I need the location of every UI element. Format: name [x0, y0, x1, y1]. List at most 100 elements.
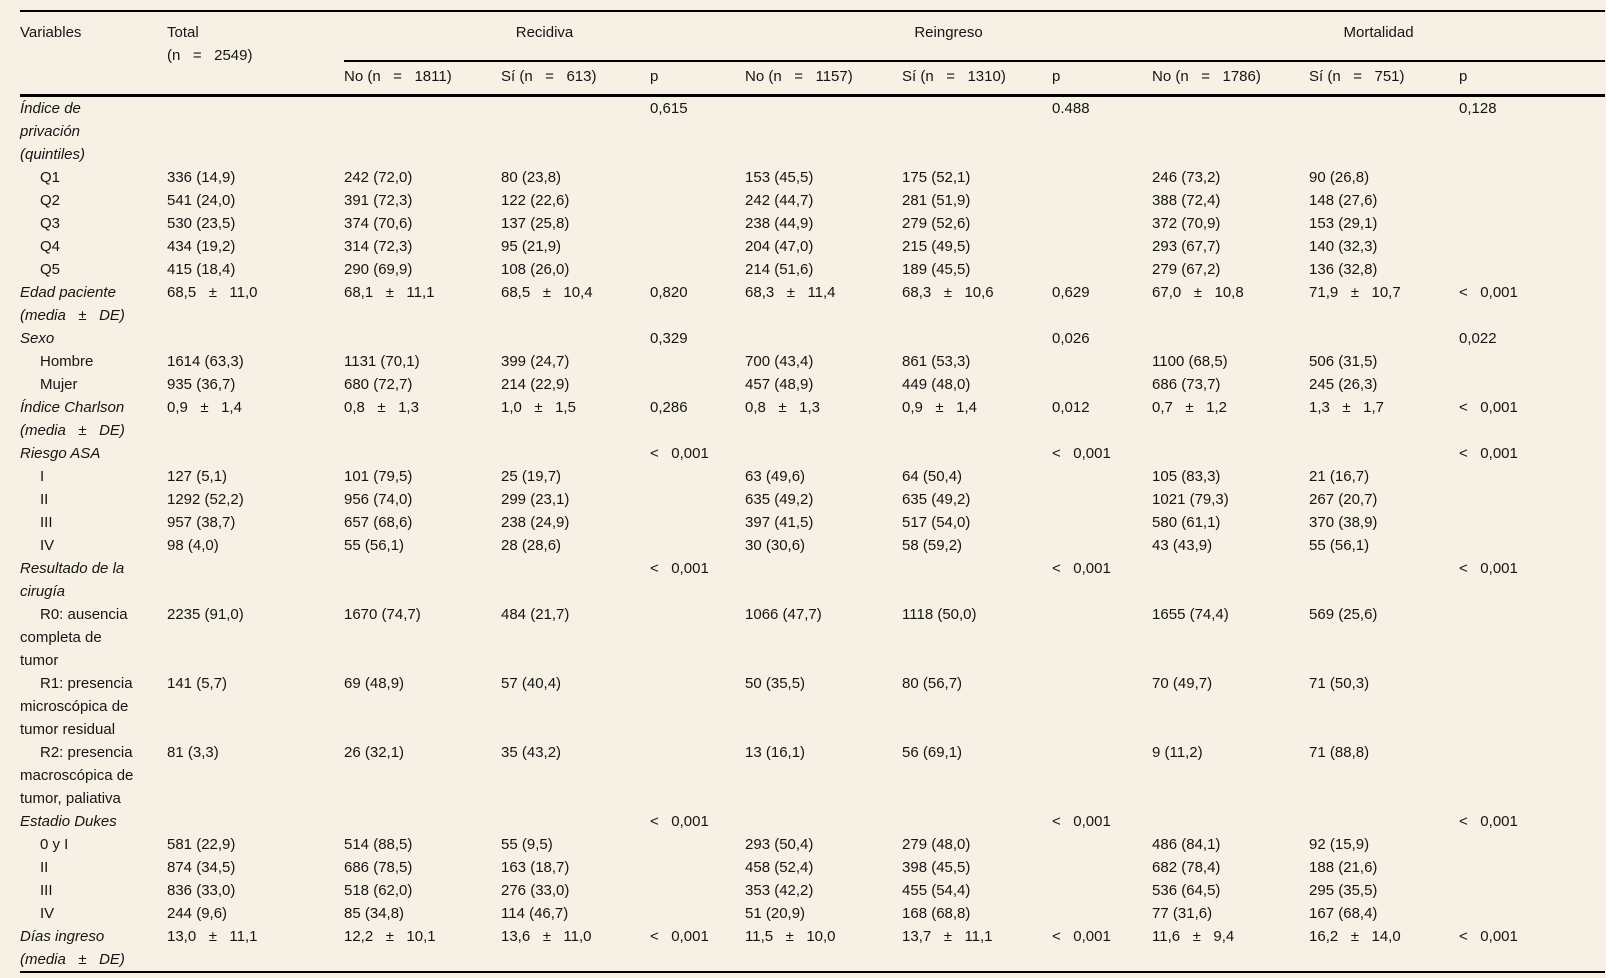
table-row: III 957 (38,7) 657 (68,6) 238 (24,9) 397 (41… [20, 511, 1605, 534]
table-row: Q5 415 (18,4) 290 (69,9) 108 (26,0) 214 (51,… [20, 258, 1605, 281]
table-row: Riesgo ASA < 0,001 < 0,001 < 0,001 [20, 442, 1605, 465]
cell: 140 (32,3) [1309, 238, 1378, 255]
cell: 30 (30,6) [745, 537, 806, 554]
cell [1052, 534, 1152, 557]
cell: 0,026 [1052, 330, 1090, 347]
cell [650, 488, 745, 511]
cell: 137 (25,8) [501, 215, 570, 232]
group-header-mortalidad: Mortalidad [1152, 11, 1606, 62]
cell [1459, 373, 1605, 396]
cell: 21 (16,7) [1309, 468, 1370, 485]
cell: 372 (70,9) [1152, 215, 1221, 232]
cell: 63 (49,6) [745, 468, 806, 485]
row-label: R2: presencia macroscópica de tumor, pal… [20, 744, 134, 807]
row-label: Riesgo ASA [20, 445, 101, 462]
cell: 77 (31,6) [1152, 905, 1213, 922]
cell: 168 (68,8) [902, 905, 971, 922]
cell: 581 (22,9) [167, 836, 236, 853]
cell: 85 (34,8) [344, 905, 405, 922]
row-label: IV [40, 905, 55, 922]
cell: 293 (67,7) [1152, 238, 1221, 255]
cell: 541 (24,0) [167, 192, 236, 209]
cell: 457 (48,9) [745, 376, 814, 393]
cell: 153 (29,1) [1309, 215, 1378, 232]
table-row: III 836 (33,0) 518 (62,0) 276 (33,0) 353 (42… [20, 879, 1605, 902]
cell: 71 (88,8) [1309, 744, 1370, 761]
cell: 114 (46,7) [501, 905, 569, 922]
cell [344, 327, 501, 350]
cell [650, 511, 745, 534]
cell: 536 (64,5) [1152, 882, 1221, 899]
cell [1459, 166, 1605, 189]
cell: 686 (73,7) [1152, 376, 1221, 393]
cell: 71 (50,3) [1309, 675, 1370, 692]
cell [1052, 373, 1152, 396]
row-label: R0: ausencia completa de tumor [20, 606, 128, 669]
table-row: II 1292 (52,2) 956 (74,0) 299 (23,1) 635 (49… [20, 488, 1605, 511]
recidiva-no-header: No (n = 1811) [344, 61, 501, 97]
cell [1052, 741, 1152, 810]
cell: 935 (36,7) [167, 376, 236, 393]
cell: 136 (32,8) [1309, 261, 1378, 278]
cell [650, 741, 745, 810]
cell: 370 (38,9) [1309, 514, 1378, 531]
cell [1459, 603, 1605, 672]
cell: 0,820 [650, 284, 688, 301]
cell: 279 (67,2) [1152, 261, 1221, 278]
cell [650, 534, 745, 557]
group-header-recidiva: Recidiva [344, 11, 746, 62]
cell: 215 (49,5) [902, 238, 971, 255]
cell [902, 442, 1052, 465]
cell: 80 (23,8) [501, 169, 562, 186]
cell: 1131 (70,1) [344, 353, 420, 370]
cell: 214 (22,9) [501, 376, 570, 393]
cell: < 0,001 [650, 813, 709, 830]
cell [1052, 258, 1152, 281]
cell: 16,2 ± 14,0 [1309, 928, 1401, 945]
cell [1459, 534, 1605, 557]
row-label: R1: presencia microscópica de tumor resi… [20, 675, 133, 738]
cell: 214 (51,6) [745, 261, 814, 278]
table-row: Q4 434 (19,2) 314 (72,3) 95 (21,9) 204 (47,0… [20, 235, 1605, 258]
cell: 0,022 [1459, 330, 1497, 347]
cell: 0,9 ± 1,4 [167, 399, 242, 416]
cell: 13,7 ± 11,1 [902, 928, 993, 945]
cell: 51 (20,9) [745, 905, 806, 922]
cell: 279 (52,6) [902, 215, 971, 232]
cell: 80 (56,7) [902, 675, 963, 692]
cell: 189 (45,5) [902, 261, 971, 278]
cell: < 0,001 [1052, 928, 1111, 945]
cell [902, 327, 1052, 350]
cell: 434 (19,2) [167, 238, 236, 255]
cell: 13,0 ± 11,1 [167, 928, 258, 945]
row-label: Días ingreso (media ± DE) [20, 928, 125, 968]
cell [501, 557, 650, 603]
cell: 1118 (50,0) [902, 606, 977, 623]
cell: 686 (78,5) [344, 859, 413, 876]
table-row: Q1 336 (14,9) 242 (72,0) 80 (23,8) 153 (45,5… [20, 166, 1605, 189]
cell: 281 (51,9) [902, 192, 971, 209]
cell [501, 327, 650, 350]
cell: 141 (5,7) [167, 675, 228, 692]
cell [650, 235, 745, 258]
row-label: Índice Charlson (media ± DE) [20, 399, 125, 439]
cell: < 0,001 [1459, 928, 1518, 945]
cell [167, 327, 344, 350]
cell: 293 (50,4) [745, 836, 814, 853]
cell: 0.488 [1052, 100, 1090, 117]
cell [1052, 672, 1152, 741]
cell: 514 (88,5) [344, 836, 413, 853]
cell: 55 (56,1) [344, 537, 405, 554]
cell: < 0,001 [1052, 560, 1111, 577]
cell: 167 (68,4) [1309, 905, 1378, 922]
cell: 71,9 ± 10,7 [1309, 284, 1401, 301]
cell: 267 (20,7) [1309, 491, 1378, 508]
cell: 0,8 ± 1,3 [344, 399, 419, 416]
cell [1309, 442, 1459, 465]
reingreso-no-header: No (n = 1157) [745, 61, 903, 97]
cell [650, 603, 745, 672]
cell [1052, 856, 1152, 879]
cell [1459, 465, 1605, 488]
cell [1459, 902, 1605, 925]
cell: 397 (41,5) [745, 514, 814, 531]
